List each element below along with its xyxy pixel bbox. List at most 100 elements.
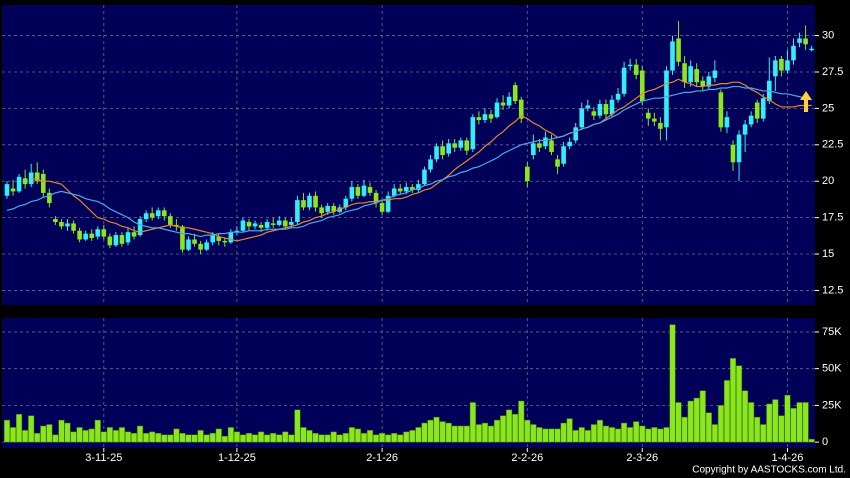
x-tick-label: 2-3-26 — [626, 452, 658, 464]
candle-body — [458, 140, 464, 148]
candle-body — [228, 232, 234, 243]
y-tick-label: 30 — [822, 29, 834, 41]
volume-bar — [457, 425, 464, 443]
volume-bar — [131, 433, 138, 443]
candle-body — [561, 146, 566, 164]
volume-bar — [227, 427, 234, 443]
volume-bar — [481, 422, 488, 443]
candle-body — [89, 233, 94, 239]
candle-body — [4, 184, 10, 196]
volume-bar — [639, 425, 646, 443]
volume-bar — [391, 433, 398, 443]
candle-body — [658, 122, 663, 129]
volume-bar — [657, 428, 664, 443]
candle-body — [258, 224, 264, 228]
volume-bar — [681, 416, 688, 443]
volume-bar — [10, 427, 17, 443]
candle-body — [506, 96, 512, 106]
candle-body — [742, 124, 748, 135]
volume-bar — [469, 402, 476, 443]
volume-bar — [22, 430, 29, 443]
candle-body — [264, 221, 270, 228]
copyright: Copyright by AASTOCKS.com Ltd. — [692, 465, 846, 476]
volume-bar — [445, 422, 452, 443]
candle-body — [137, 219, 143, 236]
volume-bar — [100, 431, 107, 443]
candle-body — [385, 195, 391, 212]
y-tick-label: 15 — [822, 248, 834, 260]
candle-body — [797, 38, 802, 43]
volume-bar — [294, 409, 301, 443]
volume-bar — [802, 402, 809, 443]
candle-body — [168, 216, 173, 225]
volume-bar — [608, 427, 616, 443]
candle-body — [16, 176, 22, 192]
volume-bar — [360, 433, 367, 443]
candle-body — [222, 240, 228, 243]
candle-body — [143, 213, 149, 220]
candle-body — [621, 67, 627, 94]
candle-body — [41, 173, 46, 193]
candle-body — [397, 188, 403, 192]
volume-bar — [760, 424, 767, 443]
candle-body — [652, 118, 657, 122]
candle-body — [83, 233, 88, 240]
volume-bar — [663, 427, 670, 443]
candle-body — [736, 134, 742, 163]
candle-body — [101, 229, 107, 237]
candle-body — [119, 235, 125, 244]
volume-bar — [717, 405, 724, 443]
volume-bar — [397, 434, 404, 443]
candle-body — [512, 85, 518, 102]
candle-body — [131, 232, 137, 237]
volume-bar — [64, 422, 71, 443]
candle-body — [591, 111, 597, 116]
candle-body — [59, 221, 64, 227]
candle-body — [724, 117, 730, 128]
candle-body — [488, 114, 494, 119]
price-panel — [2, 5, 815, 305]
candle-body — [337, 207, 343, 212]
volume-bar — [191, 434, 198, 443]
arrow-icon — [800, 91, 812, 112]
volume-bar — [536, 427, 543, 443]
candle-body — [174, 224, 179, 227]
volume-bar — [366, 430, 374, 443]
volume-bar — [215, 428, 222, 443]
candle-body — [730, 144, 736, 163]
y-tick-label: 50K — [822, 363, 842, 375]
volume-bar — [742, 390, 749, 443]
volume-bar — [197, 430, 204, 443]
candle-body — [549, 140, 554, 153]
candle-body — [240, 220, 246, 231]
candle-body — [779, 58, 784, 71]
volume-bar — [300, 427, 307, 443]
volume-bar — [729, 358, 737, 443]
candle-body — [198, 243, 203, 250]
volume-bar — [82, 430, 89, 443]
candle-body — [325, 205, 330, 212]
candle-body — [706, 76, 712, 87]
volume-bar — [318, 434, 325, 443]
candle-body — [355, 187, 361, 196]
candle-body — [476, 117, 482, 121]
volume-bar — [627, 427, 634, 443]
candle-body — [186, 239, 191, 250]
candle-body — [585, 105, 591, 109]
candle-body — [422, 169, 427, 185]
candle-body — [162, 210, 167, 217]
candle-body — [688, 66, 693, 83]
candle-body — [597, 104, 603, 116]
candle-body — [646, 112, 651, 119]
volume-bar — [433, 416, 440, 443]
y-tick-label: 25 — [822, 102, 834, 114]
volume-bar — [796, 402, 803, 443]
volume-bar — [40, 425, 47, 443]
volume-bar — [409, 430, 416, 443]
volume-bar — [475, 424, 482, 443]
volume-bar — [221, 435, 228, 443]
volume-bar — [239, 434, 246, 443]
candle-body — [180, 226, 185, 250]
